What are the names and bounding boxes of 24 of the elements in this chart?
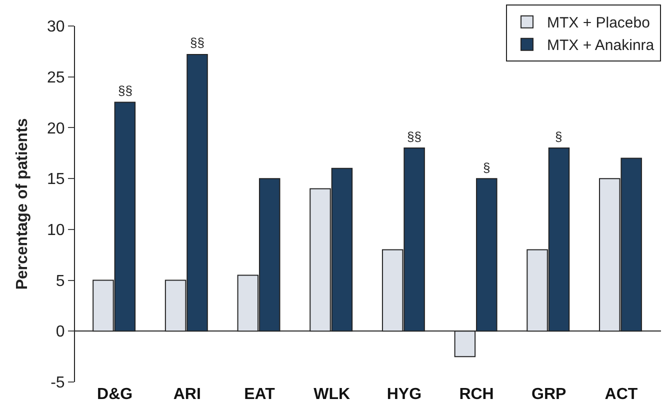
annotation: §: [555, 129, 562, 144]
y-tick-label: 20: [47, 120, 65, 138]
x-tick-label: ARI: [173, 386, 201, 403]
y-tick-label: 25: [47, 69, 65, 86]
y-tick-label: 5: [56, 272, 65, 290]
legend-label: MTX + Placebo: [547, 14, 650, 32]
x-tick-label: EAT: [244, 386, 276, 403]
annotation: §§: [407, 129, 422, 144]
y-tick-label: -5: [50, 374, 65, 392]
x-tick-label: ACT: [604, 386, 638, 403]
x-tick-label: GRP: [532, 386, 567, 403]
x-tick-label: D&G: [97, 386, 133, 403]
annotation: §§: [190, 35, 204, 50]
annotation: §: [483, 160, 490, 175]
y-tick-label: 30: [47, 18, 65, 36]
annotation: §§: [118, 83, 132, 98]
x-tick-label: HYG: [386, 386, 422, 403]
x-tick-label: WLK: [314, 386, 350, 403]
legend-label: MTX + Anakinra: [547, 37, 655, 54]
y-axis-title: Percentage of patients: [14, 118, 31, 290]
y-tick-label: 10: [47, 222, 65, 240]
y-tick-label: 0: [56, 324, 65, 341]
y-tick-label: 15: [47, 171, 65, 188]
x-tick-label: RCH: [459, 386, 494, 403]
